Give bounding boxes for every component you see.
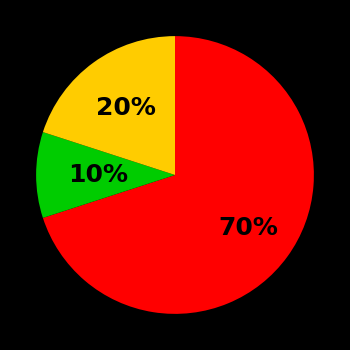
Text: 10%: 10%	[69, 163, 128, 187]
Text: 20%: 20%	[96, 96, 156, 120]
Text: 70%: 70%	[218, 216, 278, 240]
Wedge shape	[43, 36, 175, 175]
Wedge shape	[36, 132, 175, 218]
Wedge shape	[43, 36, 314, 314]
